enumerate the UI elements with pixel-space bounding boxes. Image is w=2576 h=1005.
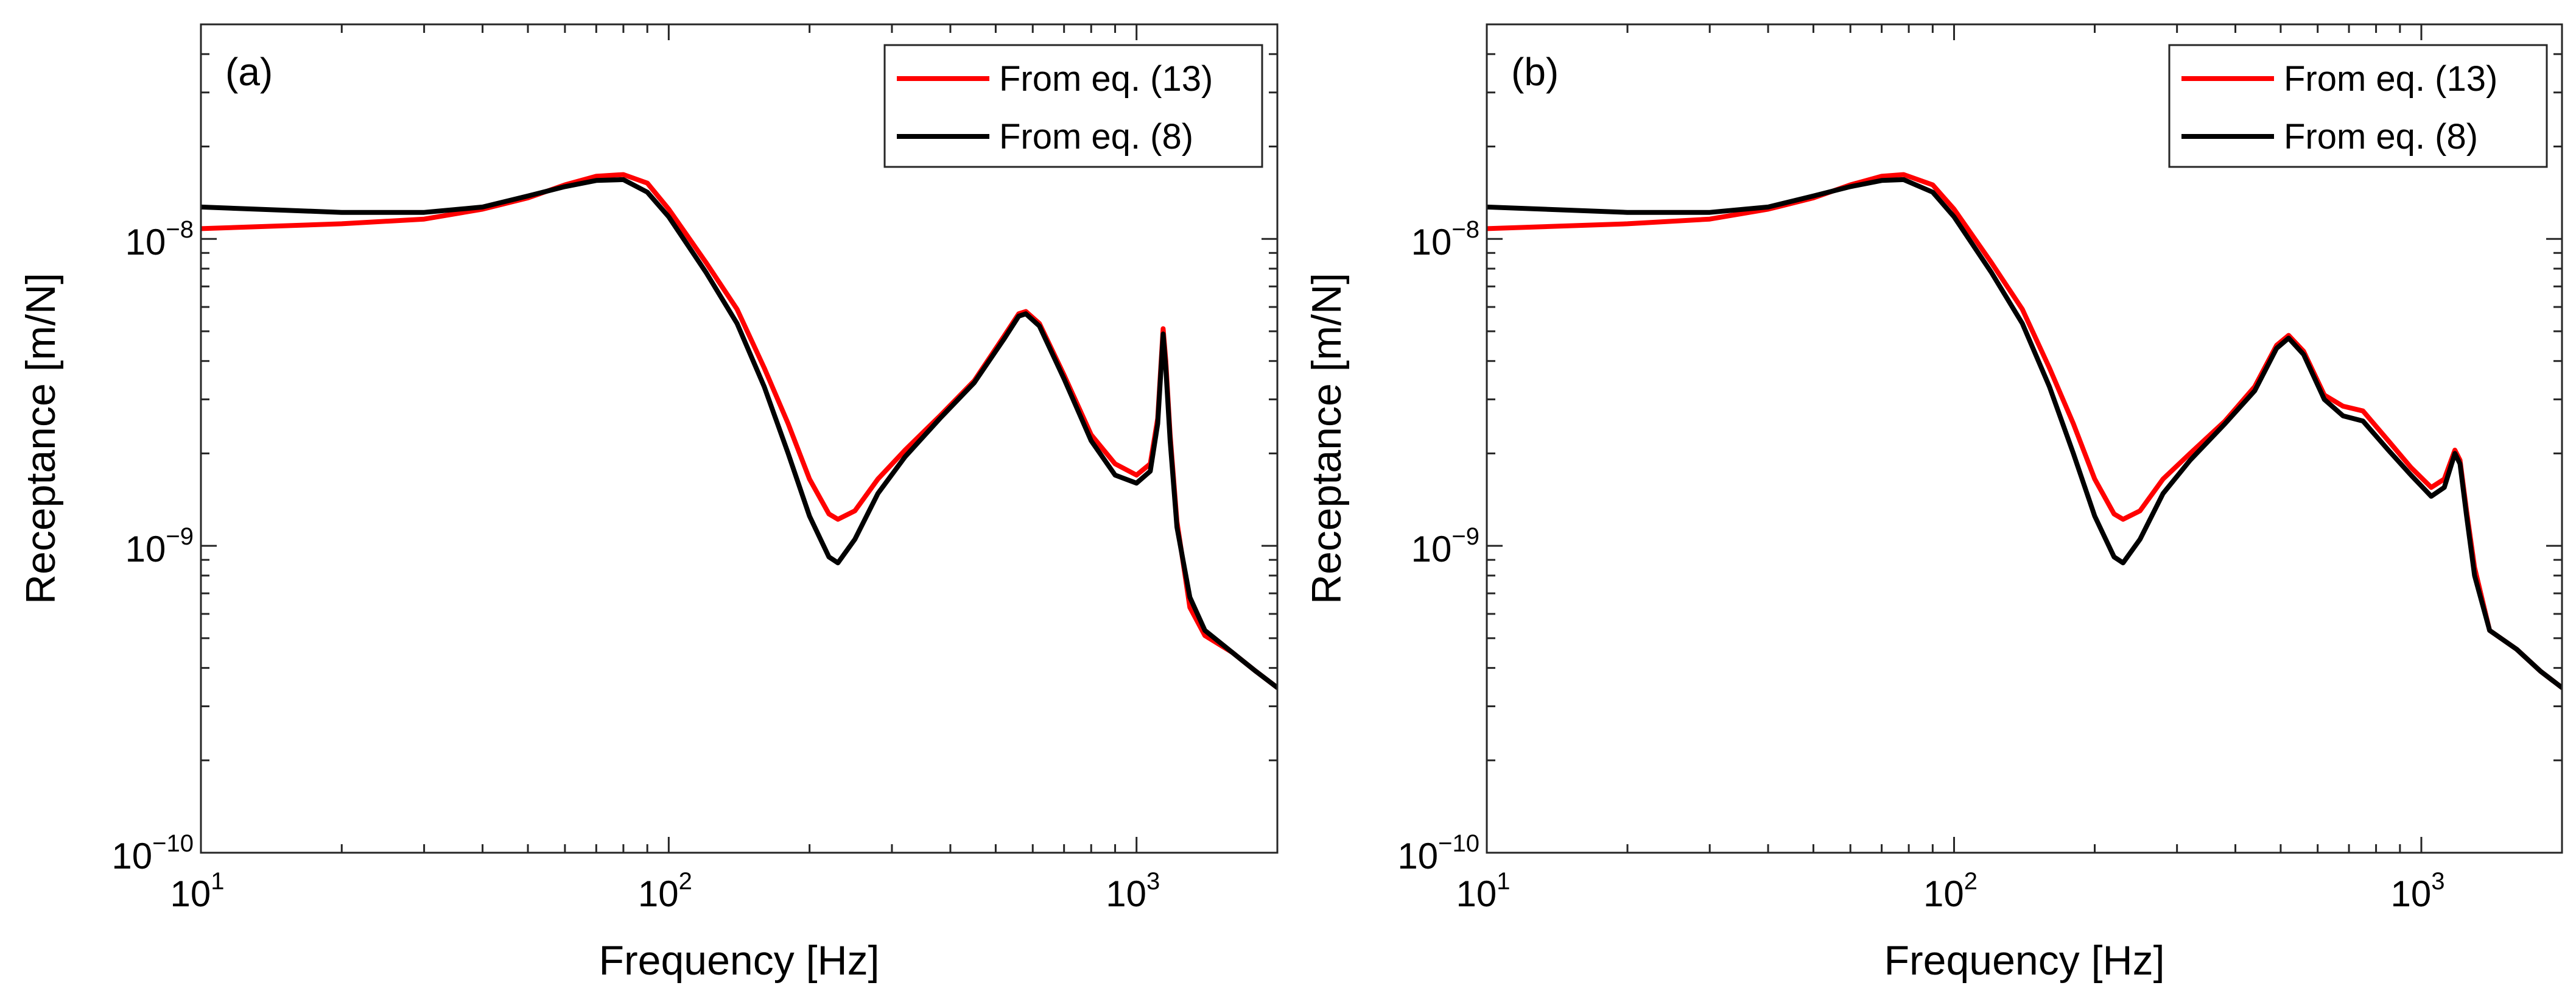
y-tick-label: 10−10 (1397, 830, 1479, 876)
legend-label: From eq. (8) (999, 117, 1193, 157)
x-tick-label: 101 (1456, 868, 1511, 914)
x-tick-label: 103 (1106, 868, 1160, 914)
y-tick-label: 10−9 (125, 523, 194, 570)
y-axis-label: Receptance [m/N] (18, 273, 64, 604)
x-axis-label: Frequency [Hz] (598, 937, 879, 984)
y-tick-label: 10−10 (111, 830, 194, 876)
y-tick-label: 10−9 (1411, 523, 1479, 570)
x-tick-label: 102 (1923, 868, 1978, 914)
x-tick-label: 101 (170, 868, 225, 914)
legend-box (2168, 44, 2548, 168)
legend: From eq. (13) From eq. (8) (883, 44, 1263, 168)
x-axis-label: Frequency [Hz] (1884, 937, 2164, 984)
legend-label: From eq. (8) (2284, 117, 2478, 157)
legend-label: From eq. (13) (999, 59, 1213, 99)
x-tick-label: 103 (2390, 868, 2444, 914)
chart-panel-a: 101 102 103 10−10 10−9 10−8 Frequency [Hz] Rece… (18, 23, 1279, 984)
legend-box (883, 44, 1263, 168)
y-axis-label: Receptance [m/N] (1304, 273, 1350, 604)
x-tick-label: 102 (638, 868, 692, 914)
axes-box (200, 23, 1279, 854)
series-line-eq8 (201, 177, 1277, 690)
y-tick-label: 10−8 (125, 216, 194, 263)
panel-label: (b) (1511, 50, 1559, 94)
legend: From eq. (13) From eq. (8) (2168, 44, 2548, 168)
panel-label: (a) (225, 50, 273, 94)
y-tick-label: 10−8 (1411, 216, 1479, 263)
legend-label: From eq. (13) (2284, 59, 2497, 99)
series-line-eq8 (1487, 177, 2562, 690)
axes-box (1486, 23, 2563, 854)
chart-panel-b: 101 102 103 10−10 10−9 10−8 Frequency [Hz] Rece… (1304, 23, 2563, 984)
